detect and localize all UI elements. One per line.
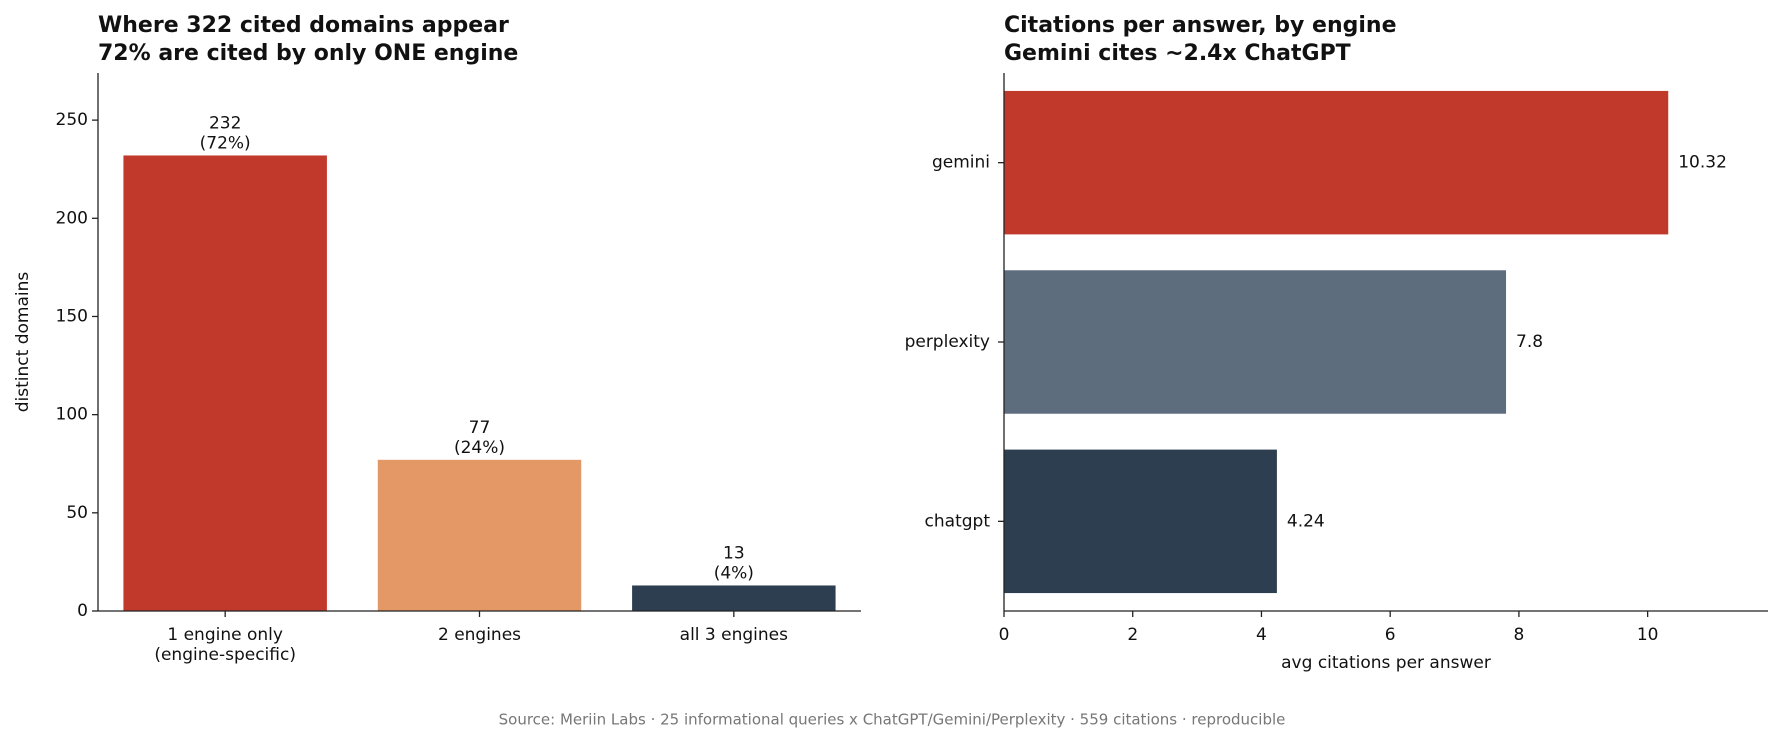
x-tick-label: 2 <box>1127 625 1138 645</box>
value-label: 13 (4%) <box>714 543 754 583</box>
y-tick-label: 250 <box>56 110 88 130</box>
bar <box>1004 449 1277 594</box>
value-label: 77 (24%) <box>454 418 505 458</box>
x-tick-label: 1 engine only (engine-specific) <box>154 625 296 665</box>
value-label: 7.8 <box>1516 332 1543 352</box>
y-tick-label: 50 <box>66 503 88 523</box>
value-label: 10.32 <box>1678 153 1727 173</box>
x-tick-label: 8 <box>1513 625 1524 645</box>
bar <box>123 155 327 611</box>
y-tick-label: 150 <box>56 306 88 326</box>
value-label: 4.24 <box>1287 511 1325 531</box>
x-tick-label: 2 engines <box>438 625 521 645</box>
y-axis-label: distinct domains <box>13 272 33 413</box>
x-tick-label: all 3 engines <box>680 625 788 645</box>
bar <box>1004 90 1669 235</box>
y-tick-label: gemini <box>932 153 990 173</box>
y-tick-label: 200 <box>56 208 88 228</box>
x-axis-label: avg citations per answer <box>1281 653 1491 673</box>
x-tick-label: 6 <box>1385 625 1396 645</box>
bar <box>377 459 582 611</box>
x-tick-label: 0 <box>999 625 1010 645</box>
x-tick-label: 4 <box>1256 625 1267 645</box>
x-tick-label: 10 <box>1637 625 1659 645</box>
bar <box>632 585 836 611</box>
source-note: Source: Meriin Labs · 25 informational q… <box>499 711 1286 729</box>
y-tick-label: perplexity <box>905 332 990 352</box>
bar <box>1004 270 1507 414</box>
chart-title: Where 322 cited domains appear 72% are ci… <box>98 13 518 66</box>
y-tick-label: 0 <box>77 601 88 621</box>
value-label: 232 (72%) <box>200 113 251 153</box>
y-tick-label: chatgpt <box>925 511 991 531</box>
y-tick-label: 100 <box>56 405 88 425</box>
chart-title: Citations per answer, by engine Gemini ci… <box>1004 13 1397 66</box>
